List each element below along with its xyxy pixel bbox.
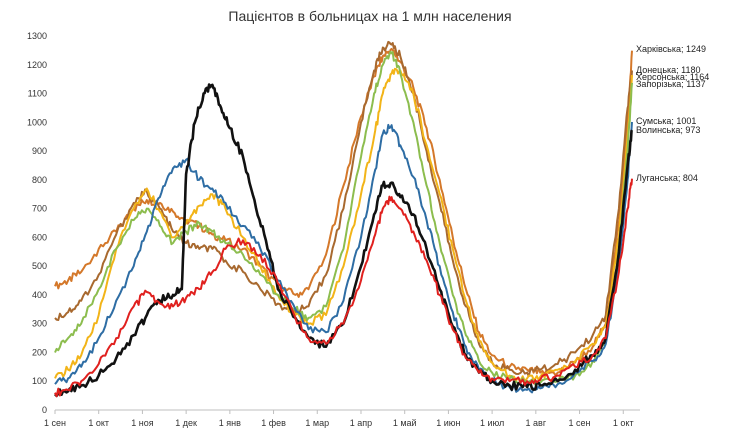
x-tick-label: 1 янв	[219, 418, 241, 428]
axis-group: 0 100 200 300 400 500 600 700 800 900 1000 1100 1200…	[27, 31, 640, 428]
y-tick-label: 1200	[27, 60, 47, 70]
x-tick-label: 1 сен	[569, 418, 591, 428]
x-tick-label: 1 окт	[88, 418, 109, 428]
y-tick-label: 800	[32, 175, 47, 185]
y-tick-label: 200	[32, 347, 47, 357]
series-end-label: Запорізька; 1137	[636, 79, 706, 89]
x-tick-label: 1 июл	[480, 418, 504, 428]
series-end-label: Донецька; 1180	[636, 65, 701, 75]
x-tick-label: 1 авг	[526, 418, 547, 428]
series-line-7	[54, 178, 633, 398]
series-end-label: Херсонська; 1164	[636, 72, 709, 82]
y-tick-label: 300	[32, 319, 47, 329]
series-end-label: Харківська; 1249	[636, 44, 706, 54]
series-end-label: Сумська; 1001	[636, 116, 696, 126]
y-tick-label: 400	[32, 290, 47, 300]
x-tick-label: 1 дек	[175, 418, 197, 428]
series-line-5	[54, 121, 633, 394]
series-line-6	[54, 83, 634, 398]
y-tick-label: 600	[32, 232, 47, 242]
series-end-label: Волинська; 973	[636, 125, 700, 135]
y-tick-label: 500	[32, 261, 47, 271]
chart-title: Пацієнтов в больницах на 1 млн населения	[228, 8, 512, 24]
x-tick-label: 1 сен	[44, 418, 66, 428]
y-tick-label: 700	[32, 204, 47, 214]
x-tick-label: 1 ноя	[131, 418, 153, 428]
x-tick-label: 1 май	[393, 418, 417, 428]
series-line-4	[54, 50, 633, 386]
y-tick-label: 900	[32, 146, 47, 156]
x-tick-label: 1 июн	[436, 418, 460, 428]
x-tick-label: 1 апр	[350, 418, 372, 428]
series-line-2	[54, 40, 633, 378]
x-tick-label: 1 мар	[305, 418, 329, 428]
series-line-3	[54, 67, 633, 383]
y-tick-label: 1000	[27, 117, 47, 127]
label-group: Харківська; 1249 Донецька; 1180Херсонська…	[636, 44, 709, 183]
y-tick-label: 1100	[28, 89, 47, 99]
x-tick-label: 1 окт	[613, 418, 634, 428]
series-end-label: Луганська; 804	[636, 173, 698, 183]
y-tick-label: 100	[32, 376, 47, 386]
series-group	[54, 40, 634, 398]
y-tick-label: 0	[42, 405, 47, 415]
y-tick-label: 1300	[27, 31, 47, 41]
x-tick-label: 1 фев	[261, 418, 286, 428]
